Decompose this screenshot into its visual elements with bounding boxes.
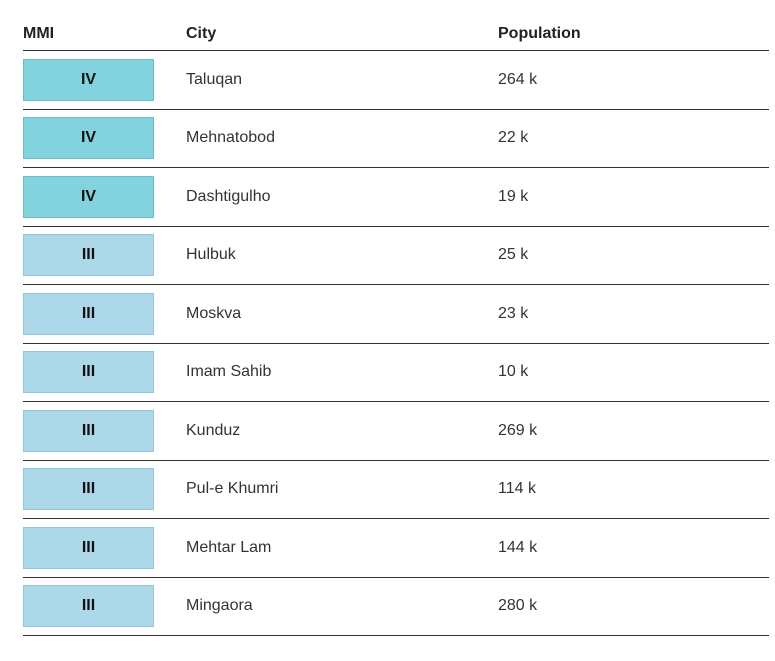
mmi-cell: III: [23, 409, 186, 452]
city-cell: Mehtar Lam: [186, 538, 272, 556]
header-mmi[interactable]: MMI: [23, 25, 55, 42]
table-row[interactable]: IV Taluqan 264 k: [23, 51, 769, 110]
mmi-cell: III: [23, 351, 186, 394]
mmi-badge: III: [23, 234, 154, 277]
mmi-cell: IV: [23, 117, 186, 160]
city-cell: Mingaora: [186, 597, 253, 615]
cities-table: MMI City Population IV Taluqan 264 k IV Mehn…: [23, 18, 769, 636]
mmi-badge: III: [23, 585, 154, 628]
mmi-badge: III: [23, 292, 154, 335]
population-cell: 10 k: [498, 363, 529, 381]
city-cell: Imam Sahib: [186, 363, 272, 381]
city-cell: Dashtigulho: [186, 187, 271, 205]
mmi-badge: III: [23, 409, 154, 452]
mmi-badge: III: [23, 526, 154, 569]
mmi-badge: IV: [23, 175, 154, 218]
population-cell: 22 k: [498, 129, 529, 147]
city-cell: Pul-e Khumri: [186, 480, 279, 498]
mmi-cell: III: [23, 585, 186, 628]
mmi-cell: IV: [23, 175, 186, 218]
mmi-badge: III: [23, 468, 154, 511]
table-row[interactable]: III Pul-e Khumri 114 k: [23, 461, 769, 519]
city-cell: Taluqan: [186, 70, 243, 88]
city-cell: Hulbuk: [186, 246, 236, 264]
mmi-badge: III: [23, 351, 154, 394]
population-cell: 114 k: [498, 480, 536, 498]
mmi-badge: IV: [23, 117, 154, 160]
mmi-cell: IV: [23, 58, 186, 101]
table-row[interactable]: III Hulbuk 25 k: [23, 227, 769, 285]
population-cell: 269 k: [498, 421, 538, 439]
table-row[interactable]: III Kunduz 269 k: [23, 402, 769, 461]
table-row[interactable]: III Moskva 23 k: [23, 285, 769, 344]
mmi-cell: III: [23, 292, 186, 335]
city-cell: Moskva: [186, 304, 242, 322]
table-header: MMI City Population: [23, 18, 769, 51]
header-city[interactable]: City: [186, 25, 217, 42]
mmi-badge: IV: [23, 58, 154, 101]
population-cell: 23 k: [498, 304, 529, 322]
population-cell: 280 k: [498, 597, 538, 615]
population-cell: 25 k: [498, 246, 529, 264]
population-cell: 144 k: [498, 538, 538, 556]
table-row[interactable]: III Imam Sahib 10 k: [23, 344, 769, 402]
population-cell: 19 k: [498, 187, 529, 205]
table-row[interactable]: IV Mehnatobod 22 k: [23, 110, 769, 168]
mmi-cell: III: [23, 526, 186, 569]
table-row[interactable]: III Mingaora 280 k: [23, 578, 769, 636]
city-cell: Mehnatobod: [186, 129, 275, 147]
population-cell: 264 k: [498, 70, 538, 88]
city-cell: Kunduz: [186, 421, 241, 439]
table-row[interactable]: III Mehtar Lam 144 k: [23, 519, 769, 578]
table-row[interactable]: IV Dashtigulho 19 k: [23, 168, 769, 227]
header-population[interactable]: Population: [498, 25, 581, 42]
table-body: IV Taluqan 264 k IV Mehnatobod 22 k IV Dashtigu…: [23, 51, 769, 636]
mmi-cell: III: [23, 468, 186, 511]
mmi-cell: III: [23, 234, 186, 277]
